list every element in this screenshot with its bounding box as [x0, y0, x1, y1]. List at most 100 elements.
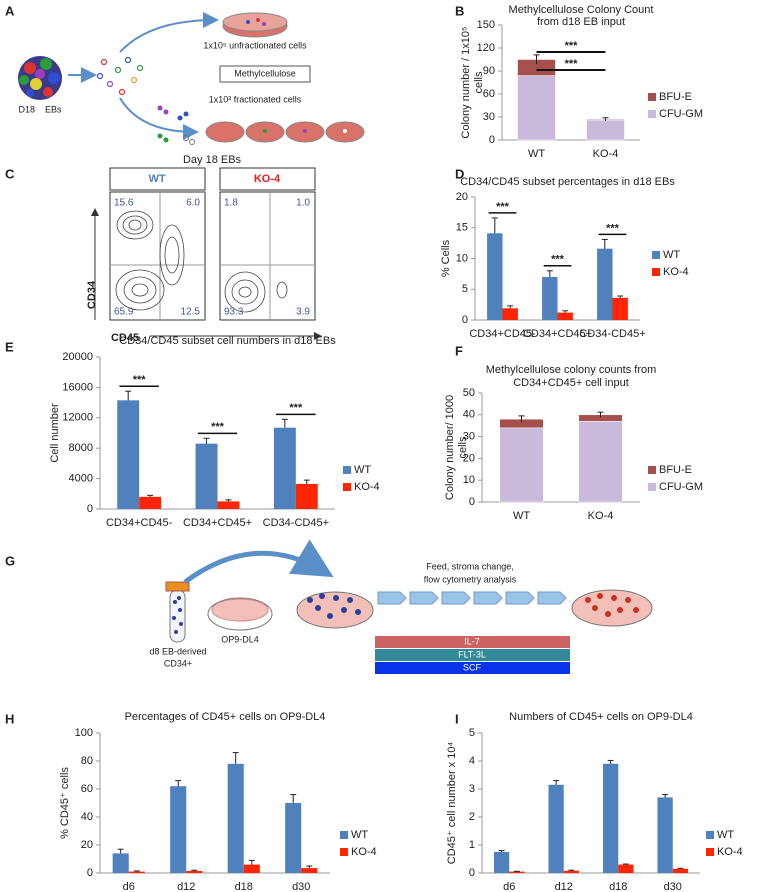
- bar: [285, 803, 302, 873]
- significance: ***: [606, 222, 620, 234]
- legend-label: KO-4: [354, 481, 380, 493]
- chevrons: [377, 591, 567, 605]
- bar: [227, 763, 244, 873]
- x-tick-label: CD34+CD45+: [523, 328, 592, 340]
- y-axis-label: cells: [473, 71, 485, 94]
- y-tick-label: 60: [483, 88, 495, 100]
- x-tick-label: WT: [513, 510, 530, 522]
- quadrant-value: 65.9: [114, 307, 134, 318]
- panel-letter: A: [5, 3, 15, 18]
- y-tick-label: 0: [87, 867, 93, 879]
- x-tick-label: KO-4: [588, 510, 614, 522]
- plot-frame: [219, 191, 316, 321]
- legend-swatch: [343, 483, 351, 491]
- x-tick-label: d18: [235, 881, 253, 892]
- y-tick-label: 16000: [62, 381, 93, 393]
- legend-label: BFU-E: [659, 91, 692, 103]
- plot-frame: [109, 191, 206, 321]
- y-tick-label: 1: [469, 839, 475, 851]
- legend-label: WT: [354, 464, 371, 476]
- quadrant-value: 1.8: [224, 198, 238, 209]
- arrow: [119, 12, 219, 53]
- y-axis-label: % CD45⁺ cells: [59, 767, 71, 839]
- plot-header: [109, 167, 206, 191]
- x-tick-label: CD34-CD45+: [263, 517, 329, 529]
- legend-swatch: [648, 110, 656, 118]
- eb-label: D18 EBs: [18, 104, 62, 114]
- legend-label: KO-4: [663, 266, 689, 278]
- bar-segment: [578, 421, 623, 503]
- significance: ***: [211, 421, 225, 433]
- bar: [139, 496, 162, 509]
- panel-letter: E: [5, 339, 14, 354]
- bar: [301, 868, 318, 873]
- y-axis-label: Colony number / 1x10⁵: [460, 26, 472, 138]
- x-tick-label: CD34+CD45-: [106, 517, 173, 529]
- bar: [612, 297, 628, 320]
- bar: [502, 308, 518, 320]
- legend-swatch: [648, 93, 656, 101]
- legend-swatch: [706, 848, 714, 856]
- legend-label: KO-4: [351, 846, 377, 858]
- bar: [487, 233, 503, 320]
- y-axis-label: Cell number: [49, 403, 61, 463]
- dish: [571, 589, 653, 627]
- y-tick-label: 15: [456, 222, 468, 234]
- dish-cells: [585, 593, 639, 617]
- chart: I Numbers of CD45+ cells on OP9-DL4 CD45⁺ …: [446, 711, 743, 892]
- bar: [243, 864, 260, 873]
- fraction-dots: [157, 105, 195, 145]
- plot-name: KO-4: [254, 173, 281, 185]
- bar: [672, 868, 689, 873]
- dish-cells: [307, 593, 361, 619]
- x-tick-label: d12: [555, 881, 573, 892]
- legend-swatch: [340, 848, 348, 856]
- bar: [186, 870, 203, 873]
- medium-label: Methylcellulose: [234, 68, 296, 78]
- bottom-label: 1x10³ fractionated cells: [209, 94, 302, 104]
- top-label: 1x10⁵ unfractionated cells: [203, 40, 307, 50]
- legend-label: CFU-GM: [659, 108, 703, 120]
- panel-letter: D: [455, 166, 464, 181]
- medium-box: [219, 65, 311, 83]
- y-tick-label: 20000: [62, 351, 93, 363]
- x-tick-label: KO-4: [593, 148, 619, 160]
- x-tick-label: CD34-CD45+: [579, 328, 645, 340]
- y-tick-label: 150: [477, 19, 495, 31]
- chart-title: CD34/CD45 subset cell numbers in d18 EBs: [119, 335, 336, 347]
- y-tick-label: 4: [469, 755, 475, 767]
- bar: [542, 276, 558, 320]
- dish: [296, 591, 374, 629]
- chart: H Percentages of CD45+ cells on OP9-DL4 % …: [5, 711, 377, 892]
- panel-letter: B: [455, 3, 464, 18]
- arrow: [183, 539, 334, 585]
- panel-g: G d8 EB-derived CD34+ OP9-DL4 Feed, stro…: [5, 539, 653, 674]
- panel-letter: F: [455, 343, 463, 358]
- y-tick-label: 0: [489, 134, 495, 146]
- bar: [657, 797, 673, 873]
- y-axis-label: % Cells: [440, 239, 452, 277]
- factor-bar: [375, 662, 570, 674]
- bar: [557, 312, 573, 320]
- y-tick-label: 0: [469, 496, 475, 508]
- dishes: [205, 121, 365, 143]
- panel-letter: H: [5, 711, 14, 726]
- legend-swatch: [706, 831, 714, 839]
- bar-segment: [586, 119, 625, 141]
- chart: F Methylcellulose colony counts fromCD34+…: [444, 343, 703, 521]
- legend-swatch: [340, 831, 348, 839]
- significance: ***: [565, 58, 579, 70]
- stroma: [211, 598, 269, 622]
- panel-c: C Day 18 EBs WT KO-4 15.6 6.0 65.9 12.5 …: [5, 154, 322, 344]
- quadrant-value: 3.9: [296, 307, 310, 318]
- x-tick-label: d30: [664, 881, 682, 892]
- y-tick-label: 0: [469, 867, 475, 879]
- contours: [115, 210, 288, 313]
- bar: [618, 864, 634, 873]
- x-tick-label: d12: [177, 881, 195, 892]
- bar: [493, 852, 510, 873]
- quadrant-value: 15.6: [114, 198, 134, 209]
- panel-letter: G: [5, 553, 15, 568]
- chart-title: Methylcellulose Colony Count: [509, 4, 654, 16]
